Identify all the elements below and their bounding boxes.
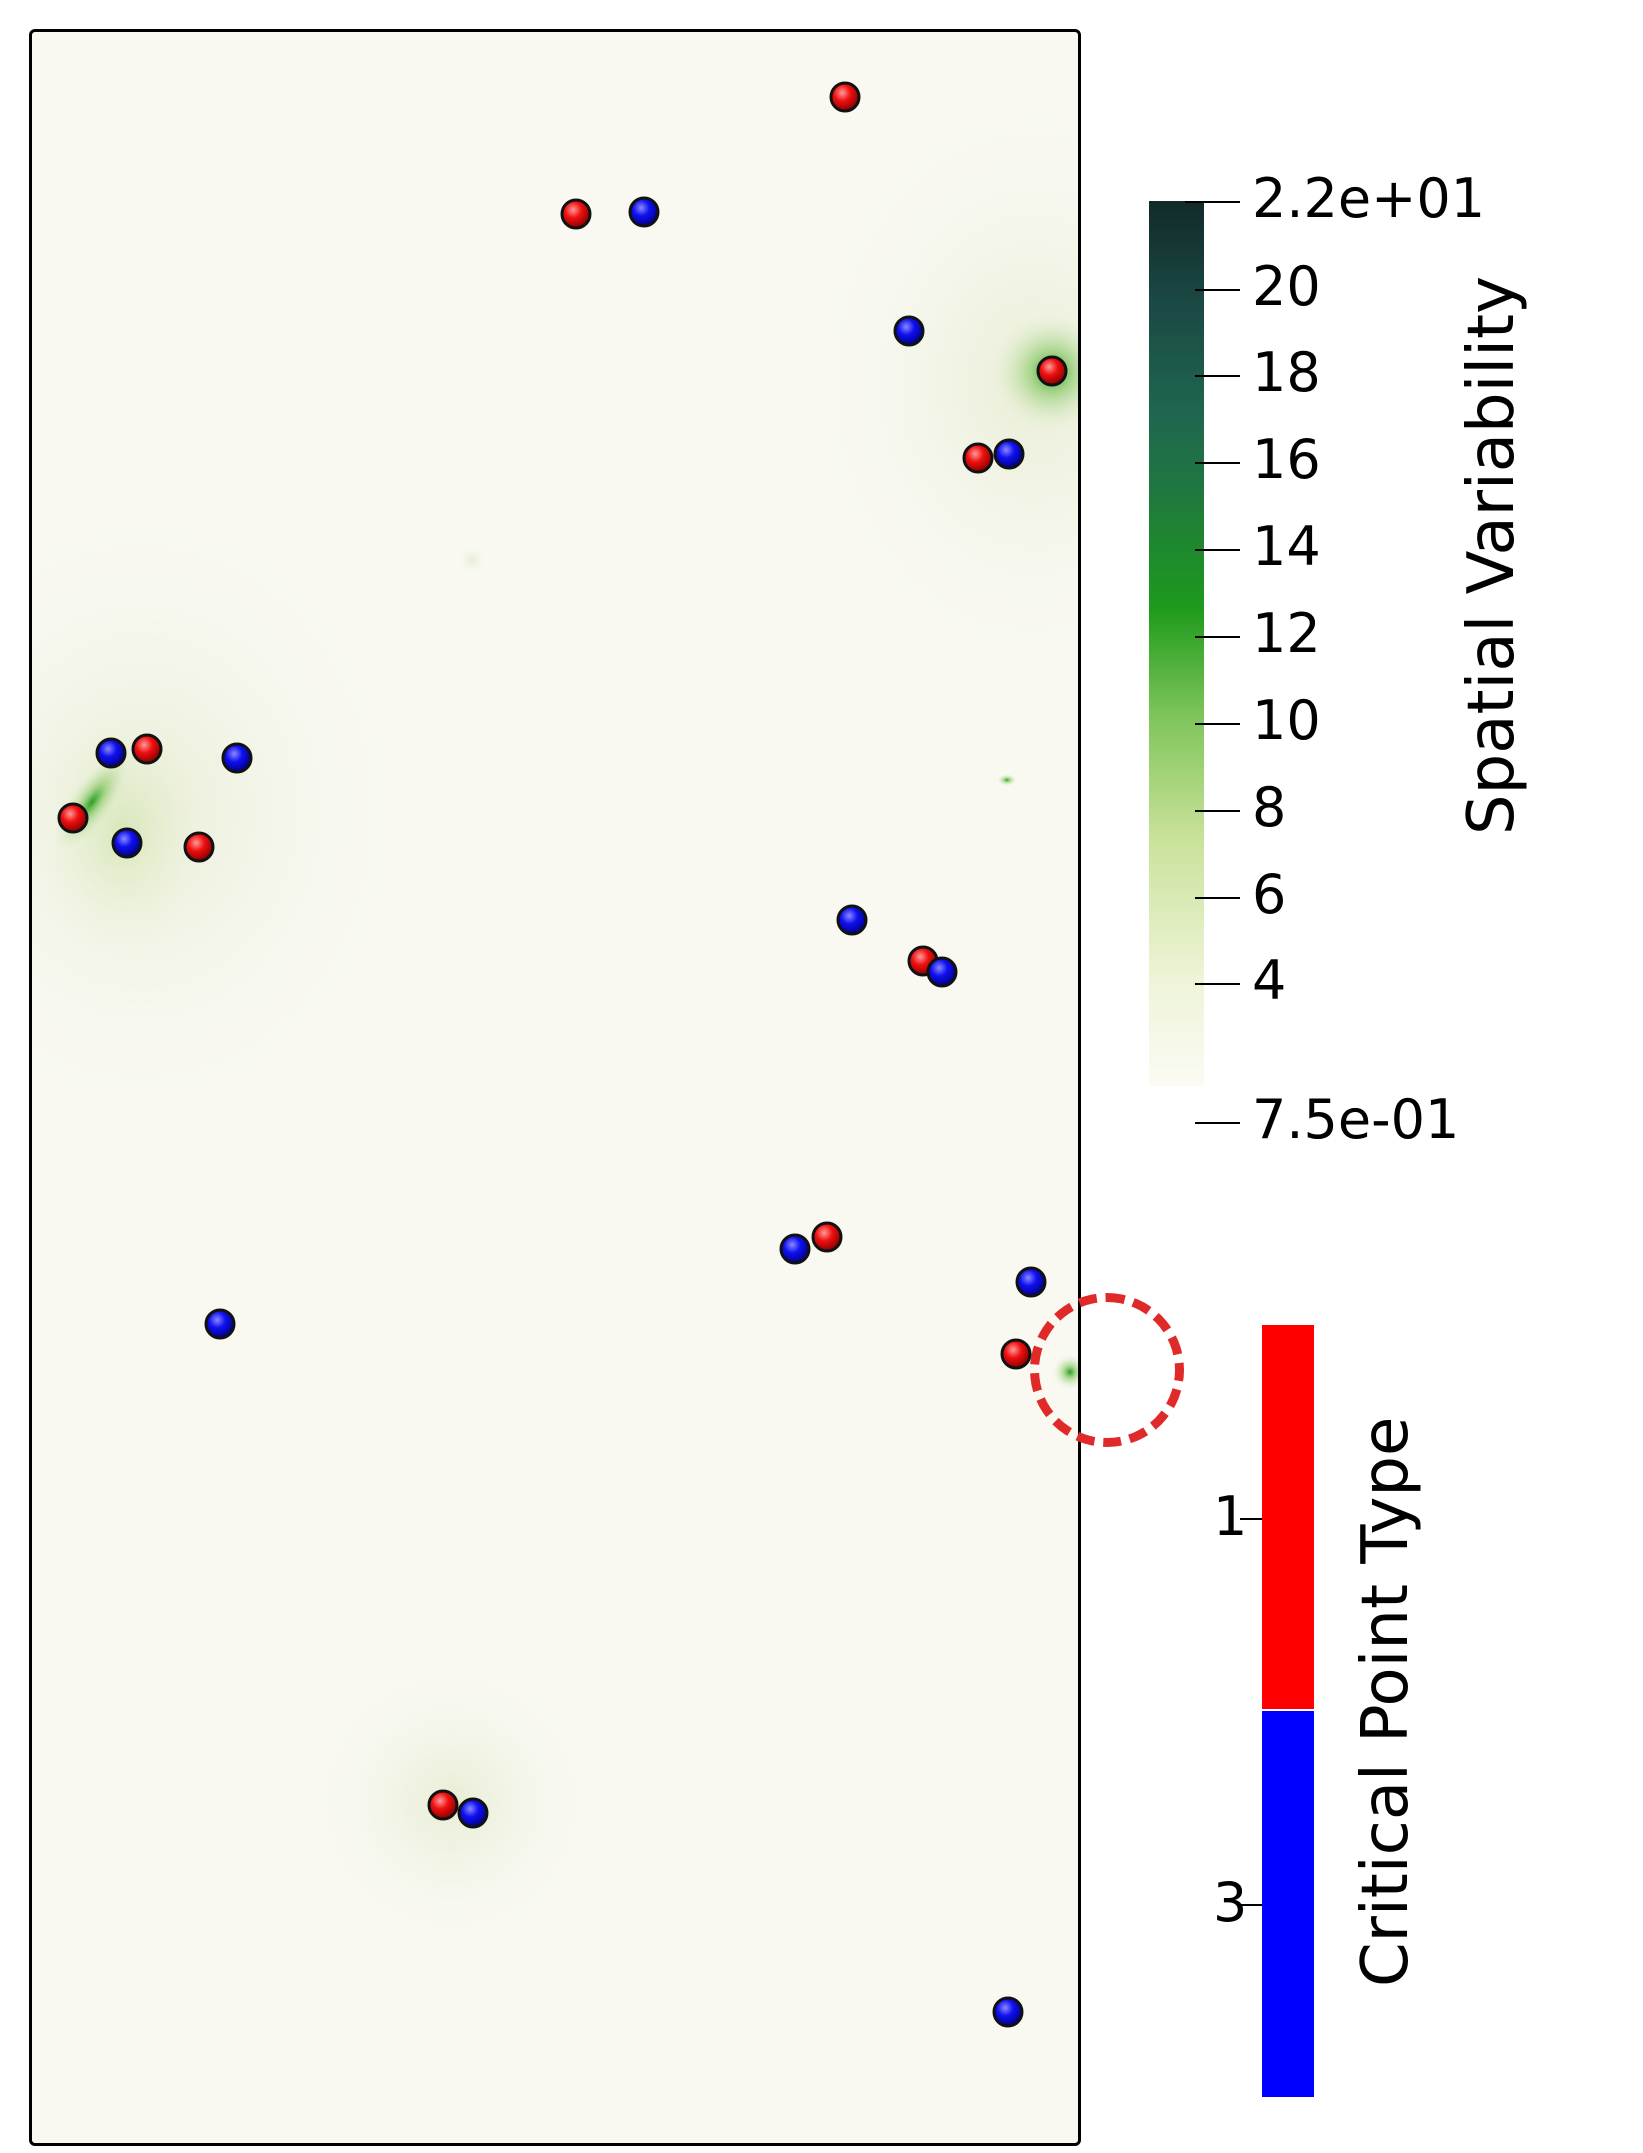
- critical-type-3-swatch: [1262, 1711, 1314, 2097]
- critical-point: [893, 315, 925, 347]
- colorbar-tick: [1195, 897, 1240, 899]
- colorbar-tick: [1195, 1122, 1240, 1124]
- field-hotspot: [992, 312, 1078, 432]
- field-hotspot: [997, 774, 1017, 786]
- critical-point: [926, 956, 958, 988]
- colorbar-tick-label: 14: [1252, 515, 1321, 578]
- field-glow: [32, 512, 402, 1112]
- legend-tick: [1240, 1904, 1262, 1906]
- critical-point: [962, 442, 994, 474]
- critical-point: [95, 737, 127, 769]
- legend-tick: [1240, 1518, 1262, 1520]
- critical-point: [1000, 1338, 1032, 1370]
- spatial-variability-title: Spatial Variability: [1455, 276, 1529, 835]
- colorbar-tick-label: 16: [1252, 428, 1321, 491]
- critical-point: [836, 904, 868, 936]
- colorbar-min-label: 7.5e-01: [1252, 1088, 1460, 1151]
- scalar-field-view: [29, 29, 1081, 2146]
- critical-type-1-label: 1: [1213, 1485, 1248, 1548]
- colorbar-max-label: 2.2e+01: [1252, 167, 1486, 230]
- critical-point: [1015, 1266, 1047, 1298]
- colorbar-tick-label: 12: [1252, 602, 1321, 665]
- colorbar-tick-label: 20: [1252, 255, 1321, 318]
- critical-point: [628, 196, 660, 228]
- colorbar-tick: [1195, 810, 1240, 812]
- colorbar-tick-label: 8: [1252, 776, 1287, 839]
- critical-point: [427, 1789, 459, 1821]
- critical-points-type-1: [57, 81, 1068, 1821]
- colorbar-tick: [1195, 636, 1240, 638]
- colorbar-tick-label: 4: [1252, 949, 1287, 1012]
- colorbar-tick: [1185, 201, 1240, 203]
- colorbar-tick: [1195, 549, 1240, 551]
- critical-point-type-title: Critical Point Type: [1349, 1416, 1423, 1987]
- critical-point: [1036, 355, 1068, 387]
- spatial-variability-colorbar: [1149, 201, 1204, 1086]
- colorbar-tick-label: 10: [1252, 689, 1321, 752]
- critical-point: [993, 438, 1025, 470]
- critical-point: [57, 802, 89, 834]
- colorbar-tick: [1195, 983, 1240, 985]
- critical-point: [560, 198, 592, 230]
- critical-point: [992, 1996, 1024, 2028]
- colorbar-tick: [1195, 723, 1240, 725]
- colorbar-tick-label: 18: [1252, 341, 1321, 404]
- critical-type-1-swatch: [1262, 1325, 1314, 1709]
- critical-point: [811, 1221, 843, 1253]
- critical-point: [131, 733, 163, 765]
- highlight-circle: [1030, 1293, 1184, 1447]
- field-glow: [812, 102, 1078, 662]
- critical-point: [221, 742, 253, 774]
- critical-point: [204, 1308, 236, 1340]
- critical-point: [183, 831, 215, 863]
- colorbar-tick-label: 6: [1252, 863, 1287, 926]
- critical-point: [111, 827, 143, 859]
- critical-points-type-3: [95, 196, 1047, 2028]
- colorbar-tick: [1195, 462, 1240, 464]
- colorbar-tick: [1195, 289, 1240, 291]
- critical-point: [457, 1797, 489, 1829]
- critical-point: [829, 81, 861, 113]
- colorbar-tick: [1195, 375, 1240, 377]
- field-render: [32, 81, 1078, 2028]
- critical-point: [779, 1233, 811, 1265]
- critical-type-3-label: 3: [1213, 1871, 1248, 1934]
- field-glow: [458, 546, 486, 574]
